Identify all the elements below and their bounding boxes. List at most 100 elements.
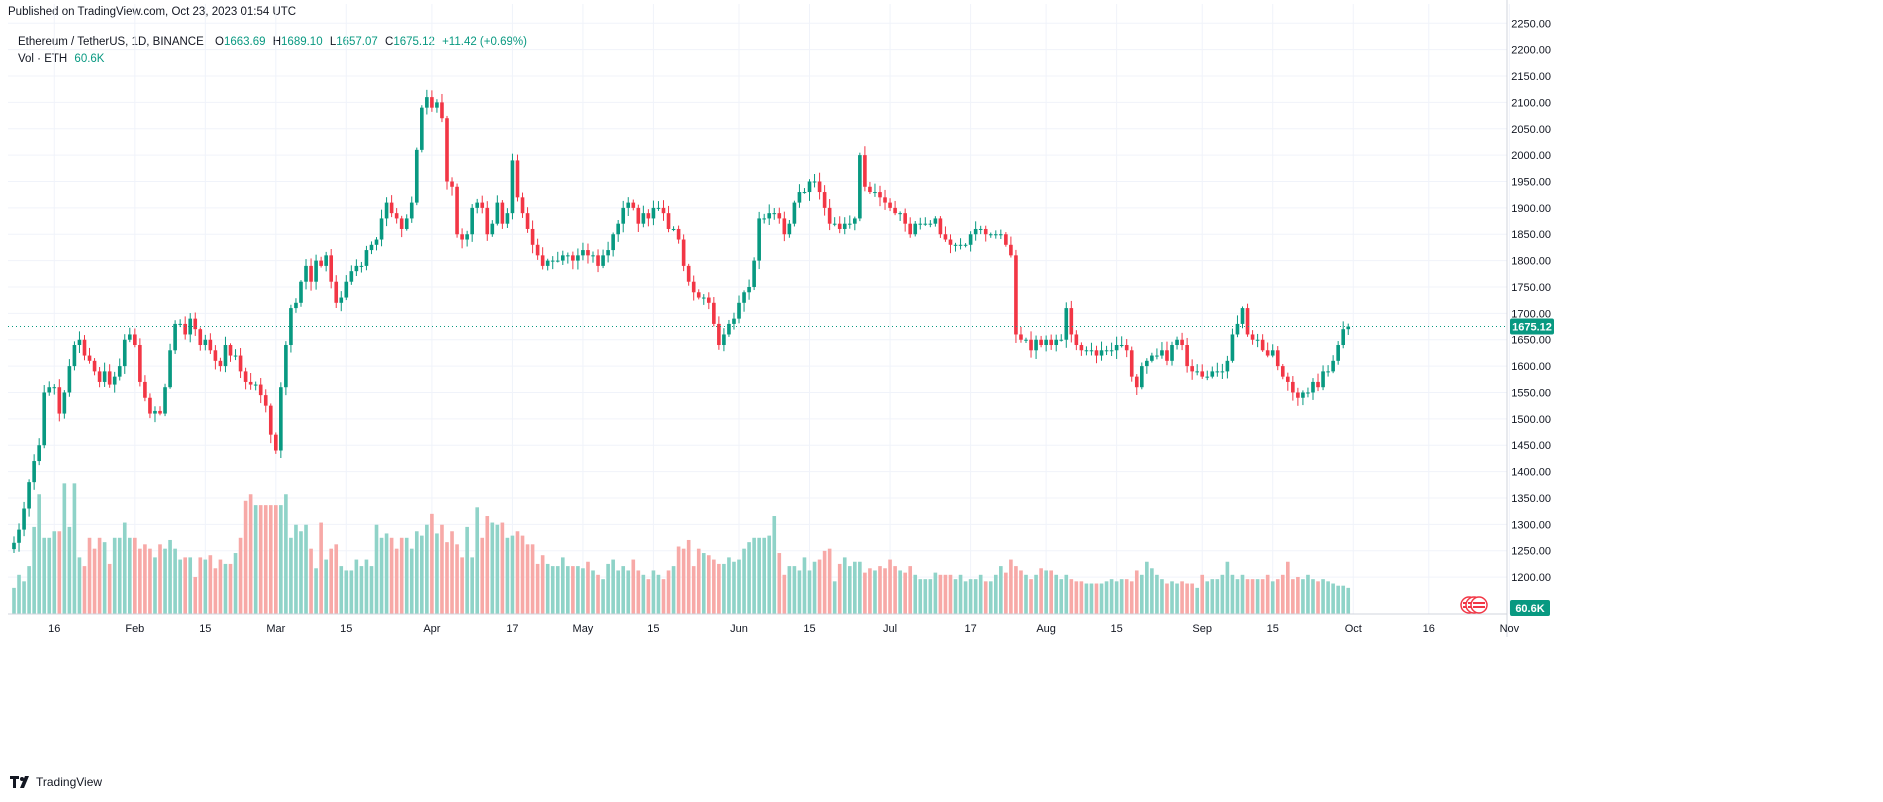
volume-bar (757, 537, 761, 614)
volume-bar (802, 557, 807, 614)
candle-body (611, 234, 615, 251)
candle-body (349, 271, 354, 282)
volume-bar (42, 537, 47, 614)
volume-bar (505, 537, 510, 614)
candle-body (596, 255, 600, 266)
y-tick-label: 1750.00 (1511, 282, 1551, 294)
legend-symbol[interactable]: Ethereum / TetherUS, 1D, BINANCE (18, 36, 204, 48)
volume-bar (742, 548, 746, 614)
x-tick-label: 15 (1267, 623, 1279, 635)
candle-body (1170, 345, 1174, 361)
volume-bar (1064, 574, 1069, 614)
candle-body (1069, 308, 1074, 335)
volume-bar (827, 548, 832, 614)
candle-body (606, 250, 610, 256)
candle-body (268, 405, 273, 435)
candle-body (1316, 381, 1320, 388)
y-tick-label: 1600.00 (1511, 361, 1551, 373)
candle-body (767, 213, 772, 219)
candle-body (107, 371, 112, 385)
x-tick-label: Oct (1345, 623, 1362, 635)
candle-body (706, 297, 711, 303)
volume-bar (601, 579, 605, 614)
volume-bar (465, 526, 469, 614)
volume-bar (279, 505, 283, 614)
volume-bar (722, 563, 726, 614)
candle-body (797, 192, 802, 203)
candle-body (777, 213, 782, 219)
volume-bar (918, 579, 923, 614)
volume-bar (153, 557, 157, 614)
candle-body (82, 339, 87, 356)
volume-bar (777, 553, 782, 614)
candle-body (727, 323, 731, 335)
volume-bar (480, 537, 485, 614)
candle-body (122, 339, 127, 367)
volume-bar (1230, 574, 1235, 614)
legend-volume-label[interactable]: Vol · ETH (18, 53, 68, 65)
candle-body (87, 355, 92, 361)
candle-body (389, 202, 394, 214)
candle-body (999, 234, 1003, 236)
y-tick-label: 1300.00 (1511, 519, 1551, 531)
candle-body (243, 371, 248, 382)
y-tick-label: 1900.00 (1511, 203, 1551, 215)
candle-body (22, 508, 26, 530)
volume-bar (555, 566, 560, 614)
legend-close-label: C (385, 36, 394, 48)
candle-body (1064, 308, 1069, 340)
volume-bar (228, 563, 233, 614)
candle-body (636, 207, 641, 224)
candle-body (97, 371, 102, 382)
candle-body (1291, 381, 1295, 393)
volume-bar (324, 559, 328, 614)
volume-bar (1195, 587, 1200, 614)
legend-close-value: 1675.12 (393, 36, 435, 48)
price-chart[interactable]: 1200.00 1250.00 1300.00 1350.00 1400.00 1450.… (0, 0, 1883, 760)
candle-body (394, 213, 399, 219)
candle-body (279, 387, 283, 451)
candle-body (566, 255, 570, 257)
volume-bar (1155, 574, 1159, 614)
candle-body (560, 255, 565, 261)
volume-bar (294, 524, 298, 614)
volume-bar (1286, 561, 1290, 614)
candle-body (1074, 334, 1079, 346)
candle-body (1260, 339, 1265, 351)
volume-bar (666, 570, 671, 614)
volume-bar (490, 522, 495, 614)
volume-bar (908, 566, 913, 614)
candle-body (515, 160, 520, 198)
volume-bar (898, 570, 902, 614)
candle-body (72, 345, 77, 367)
candle-body (1255, 339, 1260, 341)
candle-body (485, 207, 490, 235)
candle-body (646, 213, 651, 219)
candle-body (888, 202, 892, 208)
candle-body (329, 255, 334, 282)
volume-bar (566, 566, 570, 614)
legend-open-value: 1663.69 (223, 36, 266, 48)
volume-bar (1049, 570, 1053, 614)
candle-body (309, 265, 313, 282)
volume-bar (681, 548, 686, 614)
x-tick-label: Jun (730, 623, 748, 635)
candle-body (1286, 376, 1290, 382)
volume-bar (545, 563, 550, 614)
candle-body (973, 228, 978, 235)
candle-body (1094, 350, 1099, 356)
volume-bar (1331, 583, 1335, 614)
candle-body (500, 202, 505, 224)
candle-body (772, 213, 777, 215)
volume-bar (72, 483, 77, 614)
candle-body (696, 292, 701, 298)
volume-bar (414, 531, 419, 614)
candle-body (1109, 350, 1114, 352)
volume-bar (641, 574, 646, 614)
candle-body (963, 244, 968, 246)
candle-body (1009, 244, 1013, 256)
y-tick-label: 1850.00 (1511, 229, 1551, 241)
candle-body (792, 202, 797, 224)
candle-body (1240, 308, 1245, 324)
volume-bar (973, 579, 978, 614)
